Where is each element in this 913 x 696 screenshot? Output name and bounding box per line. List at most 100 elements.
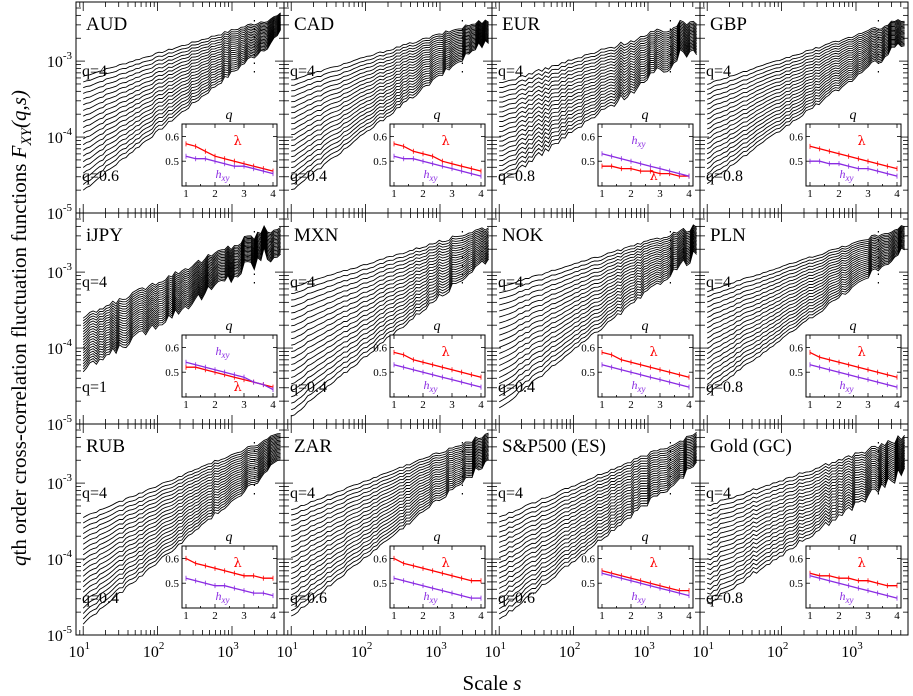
y-tick-base: 10: [47, 476, 63, 493]
fluctuation-curve: [499, 435, 697, 528]
inset-x-label: q: [642, 530, 649, 545]
fluctuation-curve: [291, 452, 489, 590]
fluctuation-curve: [707, 28, 905, 125]
fluctuation-curve: [707, 459, 906, 580]
fluctuation-curve: [82, 240, 281, 359]
fluctuation-curve: [291, 440, 489, 543]
q-top-label: q=4: [290, 63, 315, 80]
fluctuation-curve: [291, 445, 489, 564]
fluctuation-curve: [499, 230, 697, 318]
inset-x-tick-label: 4: [478, 610, 484, 622]
fluctuation-curve: [707, 461, 906, 585]
x-tick-label: 102: [143, 640, 165, 661]
fluctuation-curve: [291, 22, 489, 97]
fluctuation-curve: [82, 233, 281, 340]
panel-curves: [706, 225, 905, 396]
y-tick-exp: -5: [63, 202, 73, 214]
inset-frame: [389, 123, 486, 187]
panel-title: NOK: [502, 225, 543, 246]
hxy-series-line: [393, 155, 482, 177]
fluctuation-curve: [706, 236, 905, 344]
x-tick-label: 101: [692, 640, 714, 661]
y-tick-label: 10-5: [47, 624, 73, 645]
x-tick-label: 103: [425, 640, 447, 661]
inset-y-tick-label: 0.6: [789, 553, 803, 565]
panel-title: RUB: [86, 436, 125, 457]
inset-y-tick-label: 0.6: [373, 342, 387, 354]
inset-x-label: q: [226, 319, 233, 334]
fluctuation-curve: [707, 24, 905, 110]
fluctuation-curve: [707, 449, 905, 551]
inset-x-tick-label: 1: [183, 188, 189, 200]
fluctuation-curve: [291, 250, 489, 385]
x-tick-base: 10: [767, 644, 783, 661]
inset-x-tick-label: 3: [657, 188, 663, 200]
fluctuation-curve: [82, 242, 281, 365]
fluctuation-curve: [291, 447, 489, 569]
y-tick-base: 10: [47, 206, 63, 223]
inset-x-tick-label: 1: [183, 610, 189, 622]
lambda-series-line: [809, 351, 898, 378]
y-tick-exp: -3: [63, 261, 73, 273]
fluctuation-curve: [498, 461, 697, 620]
inset-x-tick-label: 3: [449, 188, 455, 200]
inset-x-label: q: [642, 108, 649, 123]
inset-x-tick-label: 1: [599, 188, 605, 200]
hxy-series-line: [393, 577, 481, 599]
fluctuation-curve: [498, 246, 697, 391]
fluctuation-curve: [499, 234, 697, 336]
fluctuation-curve: [291, 252, 489, 391]
fluctuation-curve: [291, 444, 489, 558]
q-bottom-label: q=0.6: [498, 590, 535, 607]
y-tick-base: 10: [47, 417, 63, 434]
x-tick-exp: 1: [292, 640, 298, 652]
inset-x-tick-label: 1: [183, 399, 189, 411]
lambda-series-line: [601, 570, 689, 592]
inset-x-tick-label: 1: [391, 399, 397, 411]
lambda-label: λ: [650, 169, 658, 184]
inset-frame: [181, 334, 278, 398]
inset-x-tick-label: 2: [420, 610, 426, 622]
fluctuation-curve: [291, 228, 489, 295]
inset-y-tick-label: 0.5: [789, 578, 803, 590]
hxy-label-sub: xy: [221, 350, 230, 360]
inset-x-tick-label: 2: [628, 188, 634, 200]
fluctuation-curve: [82, 224, 281, 319]
fluctuation-curve: [707, 439, 905, 521]
y-tick-base: 10: [47, 54, 63, 71]
q-top-label: q=4: [82, 485, 107, 502]
fluctuation-curve: [291, 448, 489, 574]
inset-frame: [805, 123, 902, 187]
y-tick-exp: -3: [63, 50, 73, 62]
q-bottom-label: q=0.6: [290, 590, 327, 607]
inset-frame: [389, 545, 486, 609]
fluctuation-curve: [707, 29, 905, 130]
fluctuation-curve: [83, 16, 281, 106]
inset-x-tick-label: 3: [449, 610, 455, 622]
fluctuation-curve: [706, 41, 905, 179]
q-top-label: q=4: [290, 274, 315, 291]
fluctuation-curve: [706, 241, 905, 370]
fluctuation-curve: [499, 28, 697, 113]
inset-x-tick-label: 2: [836, 188, 842, 200]
inset-x-tick-label: 2: [628, 399, 634, 411]
inset-y-tick-label: 0.5: [165, 367, 179, 379]
hxy-label-sub: xy: [221, 595, 230, 605]
inset-x-tick-label: 3: [865, 188, 871, 200]
fluctuation-curve: [82, 28, 281, 185]
y-tick-label: 10-3: [47, 261, 73, 282]
fluctuation-curve: [499, 445, 697, 564]
fluctuation-curve: [291, 35, 489, 169]
fluctuation-curve: [82, 21, 281, 140]
inset-y-tick-label: 0.6: [789, 342, 803, 354]
fluctuation-curve: [82, 456, 281, 614]
inset-x-label: q: [226, 108, 233, 123]
hxy-series-line: [393, 364, 482, 388]
fluctuation-curve: [498, 446, 697, 569]
fluctuation-curve: [82, 27, 281, 180]
panel-curves: [291, 432, 489, 617]
fluctuation-curve: [707, 465, 906, 600]
x-tick-exp: 2: [575, 640, 581, 652]
fluctuation-curve: [291, 235, 489, 320]
